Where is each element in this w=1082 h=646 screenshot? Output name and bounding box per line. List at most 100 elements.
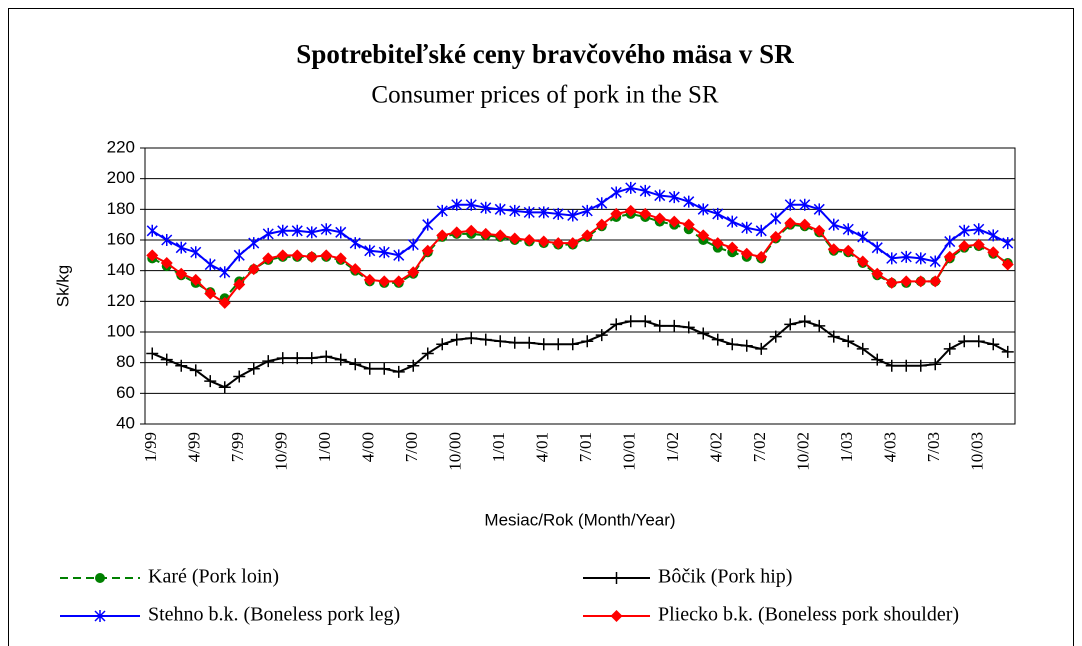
data-point bbox=[798, 218, 811, 231]
data-point bbox=[378, 275, 391, 288]
legend-marker bbox=[95, 573, 105, 583]
data-point bbox=[624, 315, 637, 328]
x-tick-label: 1/02 bbox=[663, 432, 682, 462]
data-point bbox=[914, 359, 927, 372]
data-point bbox=[567, 209, 579, 222]
data-point bbox=[175, 241, 187, 254]
data-point bbox=[335, 226, 347, 239]
data-point bbox=[349, 358, 362, 371]
data-point bbox=[856, 342, 869, 355]
data-point bbox=[276, 249, 289, 262]
data-point bbox=[204, 287, 217, 300]
data-point bbox=[393, 249, 405, 262]
data-point bbox=[450, 333, 463, 346]
data-point bbox=[494, 203, 506, 216]
data-point bbox=[276, 352, 289, 365]
y-tick-label: 160 bbox=[107, 229, 135, 248]
data-point bbox=[204, 375, 217, 388]
data-point bbox=[523, 336, 536, 349]
x-tick-label: 4/00 bbox=[359, 432, 378, 462]
data-point bbox=[653, 319, 666, 332]
data-point bbox=[914, 275, 927, 288]
data-point bbox=[784, 198, 796, 211]
data-point bbox=[566, 338, 579, 351]
legend-label: Stehno b.k. (Boneless pork leg) bbox=[148, 604, 400, 626]
data-point bbox=[421, 244, 434, 257]
data-point bbox=[726, 241, 739, 254]
x-tick-label: 7/99 bbox=[228, 432, 247, 462]
data-point bbox=[218, 296, 231, 309]
data-point bbox=[407, 359, 420, 372]
data-point bbox=[625, 181, 637, 194]
x-axis-title: Mesiac/Rok (Month/Year) bbox=[484, 510, 675, 529]
data-point bbox=[218, 381, 231, 394]
data-point bbox=[828, 218, 840, 231]
series-line bbox=[151, 212, 1009, 300]
x-tick-label: 10/99 bbox=[272, 432, 291, 471]
data-point bbox=[595, 218, 608, 231]
data-point bbox=[262, 252, 275, 265]
data-point bbox=[262, 355, 275, 368]
data-point bbox=[392, 365, 405, 378]
data-point bbox=[972, 238, 985, 251]
data-point bbox=[755, 224, 767, 237]
data-point bbox=[885, 276, 898, 289]
data-point bbox=[161, 234, 173, 246]
data-point bbox=[769, 230, 782, 243]
series-line bbox=[151, 320, 1009, 389]
data-point bbox=[929, 275, 942, 288]
data-point bbox=[146, 249, 159, 262]
data-point bbox=[987, 246, 1000, 259]
data-point bbox=[436, 204, 448, 217]
x-tick-label: 10/03 bbox=[968, 432, 987, 471]
y-tick-label: 200 bbox=[107, 168, 135, 187]
data-point bbox=[392, 275, 405, 288]
data-point bbox=[697, 203, 709, 216]
x-tick-label: 7/01 bbox=[576, 432, 595, 462]
data-point bbox=[291, 249, 304, 262]
data-point bbox=[247, 362, 260, 375]
data-point bbox=[465, 332, 478, 345]
data-point bbox=[334, 353, 347, 366]
data-point bbox=[900, 250, 912, 263]
data-point bbox=[436, 338, 449, 351]
data-point bbox=[581, 204, 593, 217]
data-point bbox=[190, 246, 202, 259]
data-point bbox=[610, 207, 623, 220]
data-point bbox=[146, 347, 159, 360]
data-point bbox=[827, 330, 840, 343]
data-point bbox=[755, 342, 768, 355]
data-point bbox=[987, 229, 999, 242]
x-tick-label: 4/99 bbox=[185, 432, 204, 462]
data-point bbox=[479, 227, 492, 240]
data-point bbox=[320, 223, 332, 236]
data-point bbox=[624, 204, 637, 217]
data-point bbox=[741, 221, 753, 234]
data-point bbox=[784, 318, 797, 331]
data-point bbox=[465, 224, 478, 237]
data-point bbox=[305, 250, 318, 263]
data-point bbox=[973, 223, 985, 236]
data-point bbox=[407, 266, 420, 279]
data-point bbox=[364, 244, 376, 257]
data-point bbox=[175, 359, 188, 372]
data-point bbox=[668, 319, 681, 332]
x-tick-label: 4/02 bbox=[707, 432, 726, 462]
data-point bbox=[813, 203, 825, 216]
data-point bbox=[509, 204, 521, 217]
data-point bbox=[160, 257, 173, 269]
data-point bbox=[871, 241, 883, 254]
data-point bbox=[538, 206, 550, 219]
data-point bbox=[291, 224, 303, 237]
data-point bbox=[160, 353, 173, 366]
data-point bbox=[189, 364, 202, 377]
data-point bbox=[204, 258, 216, 271]
data-point bbox=[943, 342, 956, 355]
legend-marker bbox=[610, 610, 623, 622]
y-tick-label: 100 bbox=[107, 321, 135, 340]
data-point bbox=[407, 238, 419, 251]
data-point bbox=[842, 335, 855, 348]
data-point bbox=[740, 247, 753, 260]
data-point bbox=[277, 224, 289, 237]
